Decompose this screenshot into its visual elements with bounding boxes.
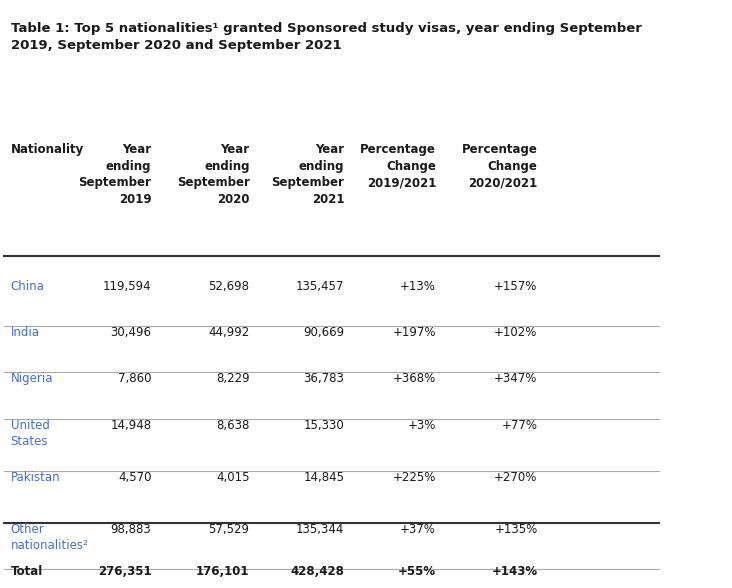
Text: 4,015: 4,015	[216, 471, 250, 484]
Text: +157%: +157%	[494, 279, 537, 292]
Text: 276,351: 276,351	[98, 565, 152, 578]
Text: Nigeria: Nigeria	[11, 372, 53, 385]
Text: +3%: +3%	[408, 419, 436, 432]
Text: 36,783: 36,783	[304, 372, 345, 385]
Text: Year
ending
September
2021: Year ending September 2021	[272, 143, 345, 206]
Text: 8,638: 8,638	[216, 419, 250, 432]
Text: +55%: +55%	[398, 565, 436, 578]
Text: +77%: +77%	[501, 419, 537, 432]
Text: +102%: +102%	[494, 326, 537, 339]
Text: 135,344: 135,344	[296, 523, 345, 536]
Text: 4,570: 4,570	[118, 471, 152, 484]
Text: Year
ending
September
2019: Year ending September 2019	[78, 143, 152, 206]
Text: +347%: +347%	[494, 372, 537, 385]
Text: +270%: +270%	[494, 471, 537, 484]
Text: 30,496: 30,496	[111, 326, 152, 339]
Text: +13%: +13%	[400, 279, 436, 292]
Text: +37%: +37%	[400, 523, 436, 536]
Text: 7,860: 7,860	[118, 372, 152, 385]
Text: United
States: United States	[11, 419, 50, 447]
Text: +225%: +225%	[392, 471, 436, 484]
Text: India: India	[11, 326, 40, 339]
Text: 14,948: 14,948	[111, 419, 152, 432]
Text: 52,698: 52,698	[209, 279, 250, 292]
Text: 44,992: 44,992	[209, 326, 250, 339]
Text: Table 1: Top 5 nationalities¹ granted Sponsored study visas, year ending Septemb: Table 1: Top 5 nationalities¹ granted Sp…	[11, 22, 641, 52]
Text: Percentage
Change
2019/2021: Percentage Change 2019/2021	[360, 143, 436, 189]
Text: 119,594: 119,594	[102, 279, 152, 292]
Text: +143%: +143%	[491, 565, 537, 578]
Text: 428,428: 428,428	[291, 565, 345, 578]
Text: Nationality: Nationality	[11, 143, 84, 156]
Text: 176,101: 176,101	[196, 565, 250, 578]
Text: China: China	[11, 279, 45, 292]
Text: Percentage
Change
2020/2021: Percentage Change 2020/2021	[462, 143, 537, 189]
Text: 90,669: 90,669	[303, 326, 345, 339]
Text: 8,229: 8,229	[216, 372, 250, 385]
Text: +197%: +197%	[392, 326, 436, 339]
Text: Total: Total	[11, 565, 43, 578]
Text: 135,457: 135,457	[296, 279, 345, 292]
Text: Year
ending
September
2020: Year ending September 2020	[176, 143, 250, 206]
Text: Other
nationalities²: Other nationalities²	[11, 523, 89, 552]
Text: 14,845: 14,845	[304, 471, 345, 484]
Text: 15,330: 15,330	[304, 419, 345, 432]
Text: +368%: +368%	[393, 372, 436, 385]
Text: 98,883: 98,883	[111, 523, 152, 536]
Text: +135%: +135%	[494, 523, 537, 536]
Text: Pakistan: Pakistan	[11, 471, 60, 484]
Text: 57,529: 57,529	[209, 523, 250, 536]
